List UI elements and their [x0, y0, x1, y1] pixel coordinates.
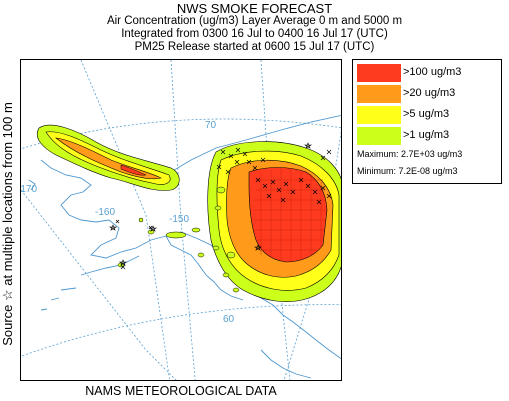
label-lon-160: -160: [95, 207, 115, 218]
parallel-60: [21, 304, 341, 357]
meridian-b: [80, 60, 170, 380]
alaska-peninsula: [80, 255, 140, 276]
source-label: Source ☆ at multiple locations from 100 …: [0, 59, 16, 389]
subtitle-release: PM25 Release started at 0600 15 Jul 17 (…: [134, 41, 375, 53]
legend-swatch-5: [357, 106, 401, 124]
legend-maximum: Maximum: 2.7E+03 ug/m3: [357, 149, 463, 159]
page-title: NWS SMOKE FORECAST: [176, 1, 333, 16]
scattered-patches: [117, 186, 240, 293]
legend-label-5: >5 ug/m3: [403, 108, 450, 120]
panhandle: [260, 349, 312, 379]
legend-label-100: >100 ug/m3: [403, 66, 462, 78]
label-lat-60: 60: [223, 314, 235, 325]
legend-label-20: >20 ug/m3: [403, 87, 456, 99]
source-markers: [108, 142, 313, 266]
cook-inlet: [165, 235, 244, 301]
legend-minimum: Minimum: 7.2E-08 ug/m3: [357, 166, 458, 176]
plume-interior: [207, 141, 341, 303]
label-lon-170: -170: [21, 184, 37, 195]
legend-item-100: >100 ug/m3: [357, 64, 495, 82]
label-lon-150: -150: [169, 214, 189, 225]
legend-panel: >100 ug/m3 >20 ug/m3 >5 ug/m3 >1 ug/m3 M…: [352, 59, 502, 184]
source-label-text: Source ☆ at multiple locations from 100 …: [0, 102, 15, 346]
subtitle-integration: Integrated from 0300 16 Jul to 0400 16 J…: [121, 28, 388, 40]
legend-item-20: >20 ug/m3: [357, 85, 495, 103]
legend-swatch-20: [357, 85, 401, 103]
aleutians: [40, 287, 77, 311]
west-south-coast: [40, 159, 341, 360]
island-west: [28, 179, 36, 191]
label-lat-70: 70: [205, 120, 217, 131]
source-clusters: [115, 147, 332, 270]
legend-item-5: >5 ug/m3: [357, 106, 495, 124]
map-panel[interactable]: 70 60 -170 -160 -150 40: [20, 59, 342, 381]
legend-item-1: >1 ug/m3: [357, 127, 495, 145]
data-source-footer: NAMS METEOROLOGICAL DATA: [85, 384, 277, 398]
plume-hatching: [253, 168, 326, 262]
legend-swatch-1: [357, 127, 401, 145]
legend-label-1: >1 ug/m3: [403, 129, 450, 141]
plume-northwest: [36, 124, 180, 191]
smoke-map: 70 60 -170 -160 -150 40: [21, 60, 341, 380]
meridian-c: [170, 60, 196, 380]
subtitle-layer: Air Concentration (ug/m3) Layer Average …: [106, 15, 403, 27]
legend-swatch-100: [357, 64, 401, 82]
